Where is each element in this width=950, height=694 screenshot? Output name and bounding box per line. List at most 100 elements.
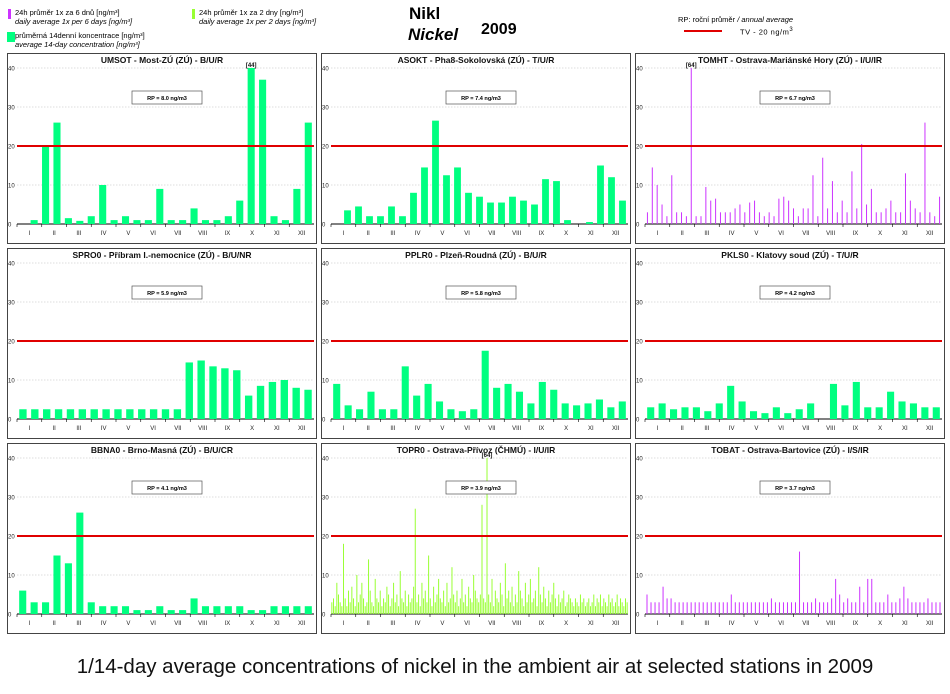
- y-tick-label: 20: [636, 535, 643, 541]
- data-bar: [586, 222, 593, 224]
- data-bar: [727, 385, 735, 419]
- legend-daily-6-cz: 24h průměr 1x za 6 dnů [ng/m³]: [15, 8, 120, 17]
- month-label: IV: [415, 231, 421, 237]
- month-label: XII: [298, 231, 306, 237]
- data-bar: [293, 188, 301, 224]
- data-bar: [201, 606, 210, 614]
- month-label: VI: [464, 621, 470, 627]
- rp-box: [759, 90, 831, 105]
- chart-panel: PKLS0 - Klatovy soud (ZÚ) - T/U/R 0 10 20 30…: [635, 248, 945, 439]
- month-label: VII: [174, 426, 182, 432]
- rp-text: RP = 4.2 ng/m3: [775, 291, 815, 297]
- y-tick-label: 0: [636, 418, 640, 424]
- chart-title: TOMHT - Ostrava-Mariánské Hory (ZÚ) - I/…: [698, 54, 882, 65]
- data-bar: [399, 216, 406, 224]
- month-label: II: [52, 621, 56, 627]
- data-bar: [498, 202, 505, 224]
- month-label: VI: [464, 231, 470, 237]
- chart-svg: ASOKT - Pha8-Sokolovská (ZÚ) - T/U/R 0 10 2…: [321, 53, 631, 244]
- data-bar: [647, 407, 655, 419]
- legend-swatch-daily-2: [192, 9, 195, 19]
- data-bar: [504, 383, 512, 419]
- chart-title: UMSOT - Most-ZÚ (ZÚ) - B/U/R: [101, 54, 223, 65]
- data-bar: [270, 216, 278, 224]
- y-tick-label: 20: [8, 340, 15, 346]
- month-label: VI: [150, 231, 156, 237]
- y-tick-label: 20: [322, 535, 329, 541]
- y-tick-label: 10: [322, 184, 329, 190]
- month-label: VIII: [198, 426, 207, 432]
- chart-title: TOBAT - Ostrava-Bartovice (ZÚ) - I/S/IR: [711, 444, 868, 455]
- month-label: XII: [298, 621, 306, 627]
- month-label: I: [29, 426, 31, 432]
- month-label: VII: [802, 231, 810, 237]
- month-label: VI: [464, 426, 470, 432]
- data-bar: [236, 200, 244, 224]
- data-bar: [597, 165, 604, 224]
- month-label: XI: [274, 426, 280, 432]
- month-label: VI: [150, 426, 156, 432]
- data-bar: [233, 370, 241, 419]
- rp-text: RP = 3.9 ng/m3: [461, 486, 501, 492]
- month-label: III: [76, 231, 81, 237]
- month-label: IX: [539, 621, 545, 627]
- y-tick-label: 30: [8, 106, 15, 112]
- data-bar: [179, 610, 187, 614]
- data-bar: [921, 407, 929, 419]
- month-label: V: [440, 426, 444, 432]
- data-bar: [114, 409, 122, 419]
- month-label: XI: [588, 426, 594, 432]
- data-bar: [344, 405, 352, 419]
- data-bar: [829, 383, 838, 419]
- max-value-annotation: [64]: [686, 63, 697, 69]
- month-label: I: [343, 426, 345, 432]
- month-label: XI: [902, 621, 908, 627]
- data-bar: [247, 610, 255, 614]
- data-bar: [410, 192, 417, 224]
- y-tick-label: 0: [636, 613, 640, 619]
- month-label: III: [704, 231, 709, 237]
- data-bar: [692, 407, 700, 419]
- chart-panel: PPLR0 - Plzeň-Roudná (ZÚ) - B/U/R 0 10 20 30…: [321, 248, 631, 439]
- data-bar: [19, 590, 27, 614]
- rp-box: [759, 285, 831, 300]
- chart-panel: UMSOT - Most-ZÚ (ZÚ) - B/U/R 0 10 20 30 40 I II…: [7, 53, 317, 244]
- figure-caption: 1/14-day average concentrations of nicke…: [76, 655, 874, 678]
- data-bar: [333, 383, 341, 419]
- month-label: I: [29, 231, 31, 237]
- chart-grid: UMSOT - Most-ZÚ (ZÚ) - B/U/R 0 10 20 30 40 I II…: [7, 53, 945, 636]
- data-bar: [388, 206, 395, 224]
- month-label: IX: [539, 231, 545, 237]
- month-label: II: [680, 426, 684, 432]
- rp-text: RP = 6.7 ng/m3: [775, 96, 815, 102]
- data-bar: [898, 401, 906, 419]
- y-tick-label: 20: [8, 535, 15, 541]
- month-label: XII: [612, 621, 620, 627]
- rp-box: [445, 480, 517, 495]
- y-tick-label: 40: [636, 67, 643, 73]
- month-label: IV: [415, 621, 421, 627]
- data-bar: [110, 606, 118, 614]
- legend-item-daily-6: 24h průměr 1x za 6 dnů [ng/m³] daily ave…: [15, 8, 215, 26]
- month-label: X: [250, 621, 254, 627]
- month-label: I: [657, 621, 659, 627]
- data-bar: [401, 366, 409, 419]
- month-label: II: [680, 621, 684, 627]
- chart-title: TOPR0 - Ostrava-Přívoz (ČHMÚ) - I/U/IR: [397, 444, 556, 455]
- data-bar: [256, 385, 265, 419]
- data-bar: [99, 606, 107, 614]
- y-tick-label: 20: [322, 340, 329, 346]
- month-label: I: [29, 621, 31, 627]
- month-label: X: [878, 426, 882, 432]
- data-bar: [280, 380, 288, 419]
- data-bar: [377, 216, 384, 224]
- month-label: X: [564, 231, 568, 237]
- data-bar: [126, 409, 134, 419]
- y-tick-label: 40: [322, 457, 329, 463]
- data-bar: [421, 167, 428, 224]
- month-label: V: [126, 621, 130, 627]
- data-bar: [432, 120, 439, 224]
- month-label: II: [680, 231, 684, 237]
- data-bar: [608, 177, 615, 224]
- month-label: I: [343, 231, 345, 237]
